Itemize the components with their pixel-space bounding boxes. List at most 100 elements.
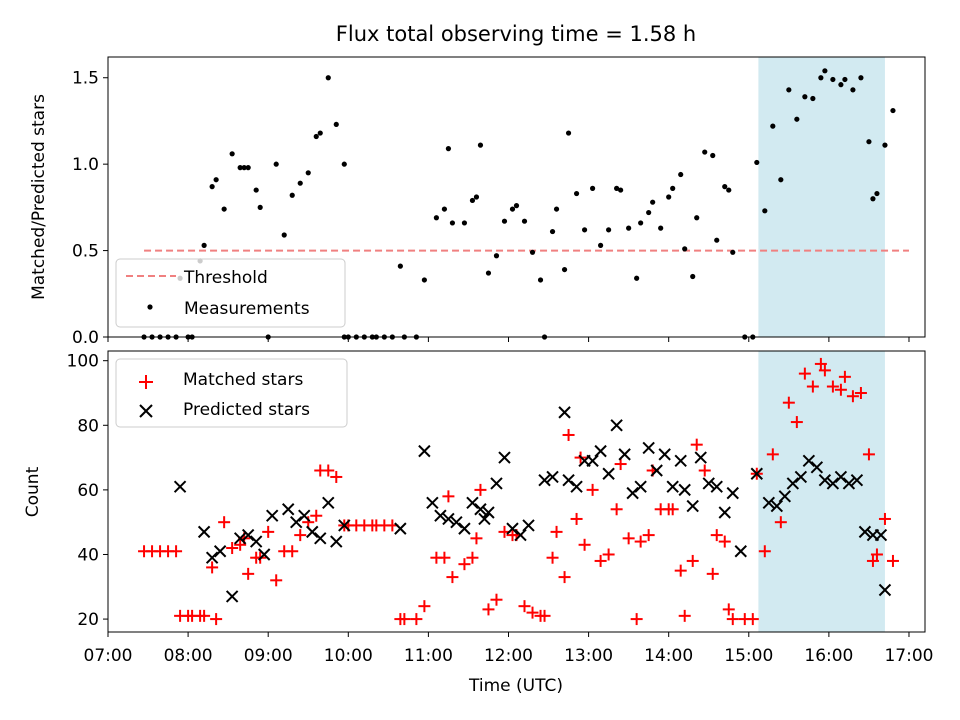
matched-star-point	[758, 545, 771, 558]
predicted-star-point	[694, 451, 707, 464]
x-stroke-b	[426, 496, 439, 510]
x-stroke-b	[726, 486, 739, 500]
top-legend-measurements-label: Measurements	[184, 299, 310, 319]
measurement-point	[606, 227, 612, 233]
matched-star-point	[458, 558, 471, 571]
measurement-point	[257, 204, 263, 210]
bottom-panel: 20 40 60 80 100 07:00 08:00 09:00 10:00 11:00 12:…	[23, 350, 933, 696]
matched-star-point	[218, 516, 231, 529]
matched-star-point	[630, 613, 643, 626]
measurement-point	[221, 206, 227, 212]
predicted-star-point	[658, 448, 671, 461]
predicted-star-point	[602, 467, 615, 480]
matched-star-point	[726, 613, 739, 626]
x-stroke-b	[834, 470, 848, 484]
predicted-star-point	[810, 461, 824, 474]
matched-star-point	[678, 609, 691, 622]
measurement-point	[421, 277, 427, 283]
measurement-point	[818, 75, 824, 81]
predicted-star-point	[834, 470, 848, 484]
predicted-stars-series	[173, 406, 892, 603]
x-stroke-b	[750, 467, 764, 480]
predicted-star-point	[570, 480, 583, 493]
x-stroke-b	[458, 522, 471, 535]
matched-star-point	[310, 509, 323, 522]
measurement-point	[778, 177, 784, 183]
measurements-series	[141, 68, 896, 340]
x-stroke-b	[878, 583, 892, 597]
matched-star-point	[198, 609, 211, 622]
top-y-tick-label: 1.0	[72, 155, 99, 175]
measurement-point	[598, 242, 604, 248]
bottom-x-tick-label: 09:00	[244, 646, 293, 666]
predicted-star-point	[878, 583, 892, 597]
bottom-legend-predicted-label: Predicted stars	[183, 400, 310, 420]
measurement-point	[754, 159, 760, 166]
x-stroke-b	[802, 454, 816, 468]
matched-stars-series	[138, 357, 899, 626]
predicted-star-point	[490, 477, 503, 490]
x-stroke-b	[450, 515, 463, 529]
matched-star-point	[722, 603, 735, 616]
bottom-x-tick-label: 13:00	[564, 646, 613, 666]
matched-star-point	[294, 529, 307, 542]
predicted-star-point	[257, 548, 271, 561]
x-stroke-b	[658, 448, 671, 461]
measurement-point	[870, 196, 876, 202]
measurement-point	[521, 218, 528, 224]
predicted-star-point	[642, 441, 655, 455]
predicted-star-point	[770, 499, 784, 513]
x-stroke-b	[594, 444, 607, 458]
x-stroke-b	[474, 503, 487, 516]
bottom-y-axis-label: Count	[23, 466, 43, 517]
matched-star-point	[570, 512, 583, 525]
predicted-star-point	[442, 512, 455, 526]
measurement-point	[614, 185, 620, 191]
measurement-point	[581, 227, 588, 233]
top-y-tick-label: 1.5	[72, 69, 99, 89]
bottom-x-tick-label: 08:00	[164, 646, 213, 666]
matched-star-point	[710, 529, 723, 542]
x-stroke-b	[265, 509, 279, 522]
matched-star-point	[410, 613, 423, 626]
x-stroke-b	[506, 522, 519, 535]
measurement-point	[469, 197, 476, 204]
measurement-point	[317, 130, 323, 136]
predicted-star-point	[762, 496, 776, 510]
predicted-star-point	[478, 512, 491, 526]
bottom-x-tick-label: 17:00	[884, 646, 933, 666]
x-stroke-b	[213, 545, 227, 558]
measurement-point	[553, 206, 560, 212]
bottom-legend-matched-swatch	[139, 375, 153, 389]
top-legend-measurements-swatch	[147, 304, 153, 310]
measurement-point	[501, 218, 508, 224]
predicted-star-point	[330, 535, 343, 548]
predicted-star-point	[558, 406, 571, 419]
predicted-star-point	[594, 444, 607, 458]
measurement-point	[549, 228, 556, 235]
matched-star-point	[706, 567, 719, 580]
measurement-point	[513, 203, 520, 209]
x-stroke-b	[522, 519, 535, 532]
bottom-x-tick-label: 12:00	[484, 646, 533, 666]
measurement-point	[634, 275, 640, 281]
measurement-point	[702, 149, 708, 155]
predicted-star-point	[650, 464, 663, 477]
predicted-star-point	[213, 545, 227, 558]
predicted-star-point	[450, 515, 463, 529]
x-stroke-b	[434, 509, 447, 522]
x-stroke-b	[290, 515, 303, 529]
measurement-point	[666, 194, 672, 200]
predicted-star-point	[802, 454, 816, 468]
measurement-point	[289, 192, 295, 198]
matched-star-point	[834, 383, 847, 396]
predicted-star-point	[678, 483, 691, 497]
top-axes-frame	[107, 56, 926, 338]
x-stroke-b	[770, 499, 784, 513]
bottom-legend-matched-label: Matched stars	[183, 370, 303, 390]
predicted-star-point	[205, 551, 219, 564]
matched-star-point	[622, 532, 635, 545]
measurement-point	[561, 266, 568, 273]
predicted-star-point	[249, 535, 263, 548]
